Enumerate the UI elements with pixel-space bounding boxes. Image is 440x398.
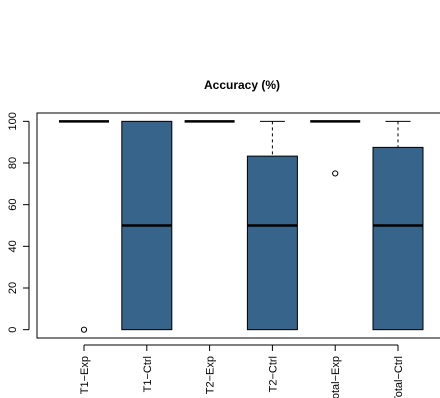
box	[246, 155, 298, 331]
y-tick-label: 80	[7, 157, 19, 169]
y-tick-label: 100	[7, 112, 19, 130]
x-tick-label: T2−Exp	[205, 356, 217, 394]
x-tick-label: T2−Ctrl	[267, 356, 279, 392]
y-tick-label: 20	[7, 282, 19, 294]
box-group	[310, 120, 361, 177]
box	[372, 146, 424, 331]
box-group	[121, 120, 173, 331]
x-tick-label: T1−Ctrl	[142, 356, 154, 392]
boxes	[59, 120, 424, 333]
y-axis: 0 20 40 60 80 100	[7, 112, 30, 333]
x-tick-label: Total−Ctrl	[393, 356, 405, 398]
x-tick-label: T1−Exp	[79, 356, 91, 394]
y-tick-label: 40	[7, 240, 19, 252]
box-group	[59, 120, 109, 333]
outlier-point	[80, 326, 88, 333]
x-axis: T1−Exp T1−Ctrl T2−Exp T2−Ctrl Total−Exp Total…	[79, 344, 405, 398]
y-tick-label: 0	[7, 327, 19, 333]
box-group	[246, 120, 298, 331]
x-tick-label: Total−Exp	[330, 356, 342, 398]
outlier-point	[332, 170, 339, 177]
plot-frame	[36, 112, 440, 339]
y-tick-label: 60	[7, 199, 19, 211]
box-group	[372, 120, 424, 331]
chart-title: Accuracy (%)	[204, 78, 280, 92]
